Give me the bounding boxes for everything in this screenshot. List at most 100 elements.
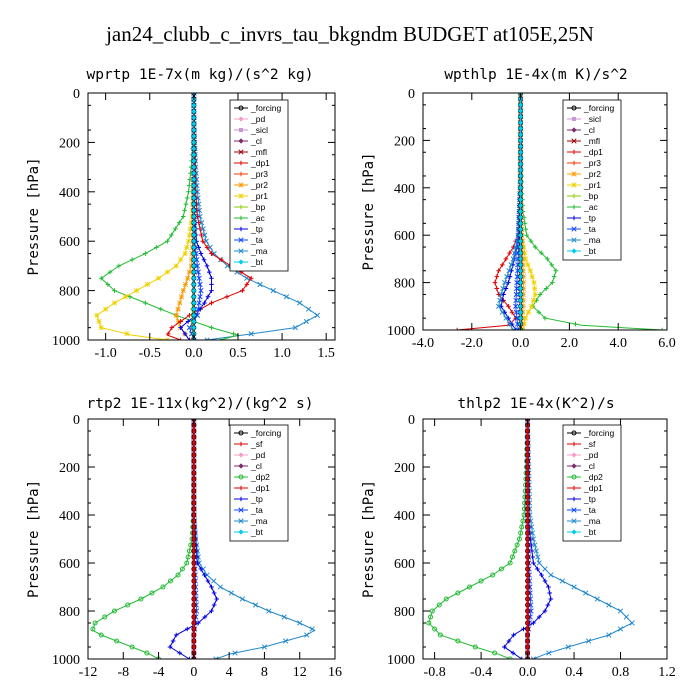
legend-entry: _pr3	[583, 158, 601, 168]
series-point-dp1	[494, 274, 500, 279]
legend-entry: _dp2	[250, 472, 270, 482]
series-point-sf	[525, 566, 530, 572]
y-tick-label: 200	[394, 461, 415, 476]
series-point-bt	[191, 300, 197, 306]
series-point-bt	[191, 201, 197, 207]
series-point-pr2	[520, 274, 526, 280]
x-tick-label: 1.2	[658, 665, 676, 680]
series-point-sf	[191, 602, 197, 608]
series-point-sf	[191, 542, 197, 548]
series-point-sf	[525, 602, 530, 608]
series-point-tp	[196, 245, 202, 250]
series-point-dp2	[138, 596, 144, 602]
legend-marker	[238, 138, 244, 144]
series-point-sf	[525, 572, 530, 578]
series-point-ac	[523, 226, 529, 232]
series-point-ac	[542, 315, 548, 321]
series-point-ma	[623, 614, 629, 620]
series-point-bt	[191, 263, 197, 269]
series-point-pr2	[175, 306, 181, 312]
series-point-ma	[248, 331, 254, 337]
y-tick-label: 800	[394, 277, 415, 292]
series-point-dp1	[224, 294, 230, 300]
series-point-ma	[559, 578, 566, 584]
series-point-tp	[206, 269, 212, 275]
series-point-dp1	[494, 286, 500, 291]
series-point-pr1	[144, 281, 151, 288]
series-point-tp	[542, 578, 548, 584]
series-point-bt	[518, 179, 524, 185]
series-point-sf	[191, 554, 197, 560]
series-point-tp	[205, 294, 211, 300]
series-point-sf	[191, 530, 197, 536]
series-point-sf	[191, 452, 197, 458]
series-point-dp1	[197, 226, 203, 232]
series-point-sf	[525, 578, 530, 584]
series-point-sf	[525, 560, 530, 566]
series-point-ac	[183, 201, 189, 207]
series-point-dp2	[111, 608, 117, 614]
legend-marker	[571, 485, 577, 491]
series-point-tp	[187, 337, 192, 340]
x-tick-label: -1.0	[95, 346, 117, 361]
series-point-dp2	[114, 638, 120, 644]
series-point-bt	[518, 244, 524, 250]
series-point-bt	[518, 256, 524, 262]
series-point-sf	[191, 434, 197, 440]
series-point-dp2	[507, 560, 513, 566]
series-point-sf	[525, 440, 530, 446]
legend-marker	[571, 463, 577, 469]
y-tick-label: 0	[408, 87, 415, 102]
series-point-bt	[518, 167, 524, 173]
series-point-bt	[191, 281, 197, 288]
series-point-ma	[283, 294, 290, 300]
legend-marker	[238, 149, 244, 155]
series-point-ta	[513, 303, 519, 309]
series-point-sf	[525, 530, 530, 536]
series-point-bt	[191, 226, 197, 232]
series-point-dp2	[428, 614, 434, 620]
series-point-dp2	[490, 572, 496, 578]
y-tick-label: 600	[59, 557, 80, 572]
series-point-tp	[542, 608, 548, 614]
legend-marker	[238, 474, 244, 480]
legend-entry: _ma	[583, 235, 601, 245]
legend-entry: _sf	[583, 439, 596, 449]
legend-marker	[571, 105, 577, 111]
legend-marker	[238, 518, 244, 524]
y-tick-label: 400	[59, 186, 80, 201]
series-point-ta	[196, 275, 202, 281]
series-point-sf	[191, 536, 197, 542]
series-point-dp2	[519, 524, 525, 530]
series-point-bt	[191, 275, 197, 281]
legend-marker	[238, 529, 244, 535]
legend-entry: _mfl	[250, 147, 267, 157]
x-tick-label: 16	[328, 665, 342, 680]
series-point-tp	[501, 292, 506, 297]
series-point-ac	[231, 331, 236, 337]
series-point-ta	[513, 285, 520, 292]
legend-entry: _ma	[250, 516, 268, 526]
y-tick-label: 600	[394, 229, 415, 244]
series-point-bt	[518, 131, 524, 138]
legend-entry: _tp	[250, 494, 263, 504]
series-point-dp2	[514, 542, 520, 548]
legend-entry: _ac	[583, 202, 598, 212]
x-tick-label: 0.5	[229, 346, 247, 361]
legend-marker	[571, 182, 577, 188]
series-point-pr1	[96, 318, 102, 325]
legend-entry: _ta	[583, 224, 596, 234]
x-tick-label: 1.5	[317, 346, 335, 361]
series-point-sf	[525, 458, 530, 464]
series-point-tp	[209, 282, 214, 287]
series-point-dp1	[165, 331, 171, 337]
series-point-ma	[514, 238, 520, 244]
series-line-dp2	[91, 419, 195, 659]
series-point-pr1	[155, 275, 162, 281]
series-point-bt	[518, 149, 524, 155]
legend-entry: _ac	[250, 213, 265, 223]
series-point-dp2	[455, 638, 461, 644]
series-point-sf	[191, 560, 197, 566]
series-point-tp	[198, 251, 204, 256]
legend-entry: _ma	[250, 246, 268, 256]
